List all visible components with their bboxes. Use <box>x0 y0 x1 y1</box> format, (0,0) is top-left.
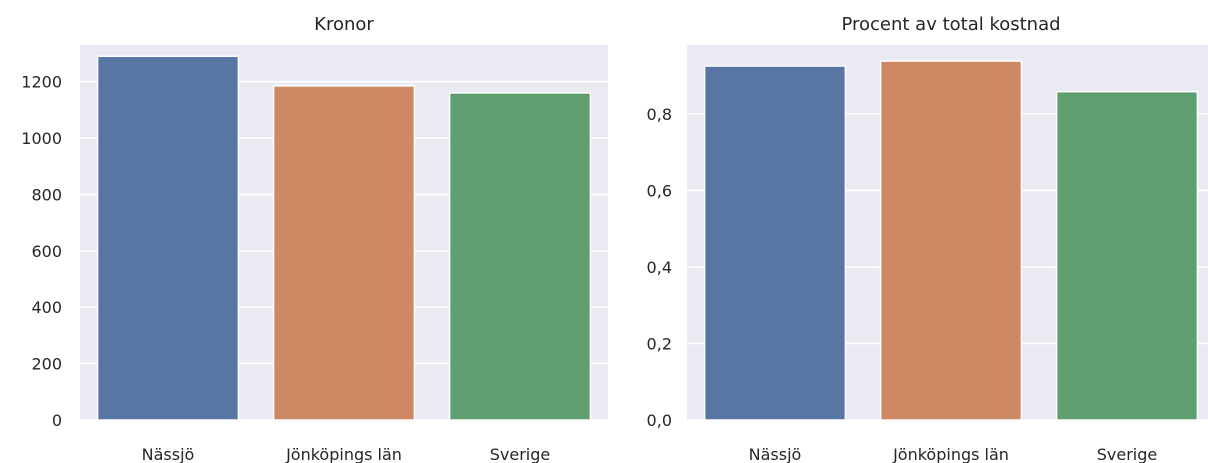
chart-panel-procent: Procent av total kostnad 0,0 0,2 0,4 0,6 0,8… <box>647 14 1208 463</box>
bar <box>448 92 592 421</box>
bar <box>1055 90 1199 421</box>
x-tick-label: Sverige <box>1097 445 1158 463</box>
y-tick-label: 0,0 <box>647 411 672 430</box>
x-tick-label: Nässjö <box>142 445 195 463</box>
chart-title: Kronor <box>314 14 374 35</box>
x-tick-label: Jönköpings län <box>285 445 402 463</box>
y-tick-label: 0 <box>52 411 62 430</box>
x-tick-label: Jönköpings län <box>892 445 1009 463</box>
chart-title: Procent av total kostnad <box>841 14 1060 35</box>
bar <box>879 60 1023 421</box>
bar <box>272 85 416 421</box>
y-tick-label: 1200 <box>21 73 62 92</box>
y-tick-label: 800 <box>31 185 62 204</box>
y-tick-label: 0,4 <box>647 258 672 277</box>
y-tick-label: 0,2 <box>647 334 672 353</box>
y-tick-label: 0,6 <box>647 181 672 200</box>
y-tick-label: 200 <box>31 355 62 374</box>
bar <box>96 55 240 421</box>
x-tick-label: Sverige <box>490 445 551 463</box>
y-tick-label: 0,8 <box>647 105 672 124</box>
y-tick-label: 400 <box>31 298 62 317</box>
bar <box>703 65 847 421</box>
x-tick-label: Nässjö <box>749 445 802 463</box>
y-tick-label: 1000 <box>21 129 62 148</box>
y-tick-label: 600 <box>31 242 62 261</box>
chart-panel-kronor: Kronor 0 200 400 600 800 1000 1200 Nässjö Jönköp… <box>21 14 608 463</box>
